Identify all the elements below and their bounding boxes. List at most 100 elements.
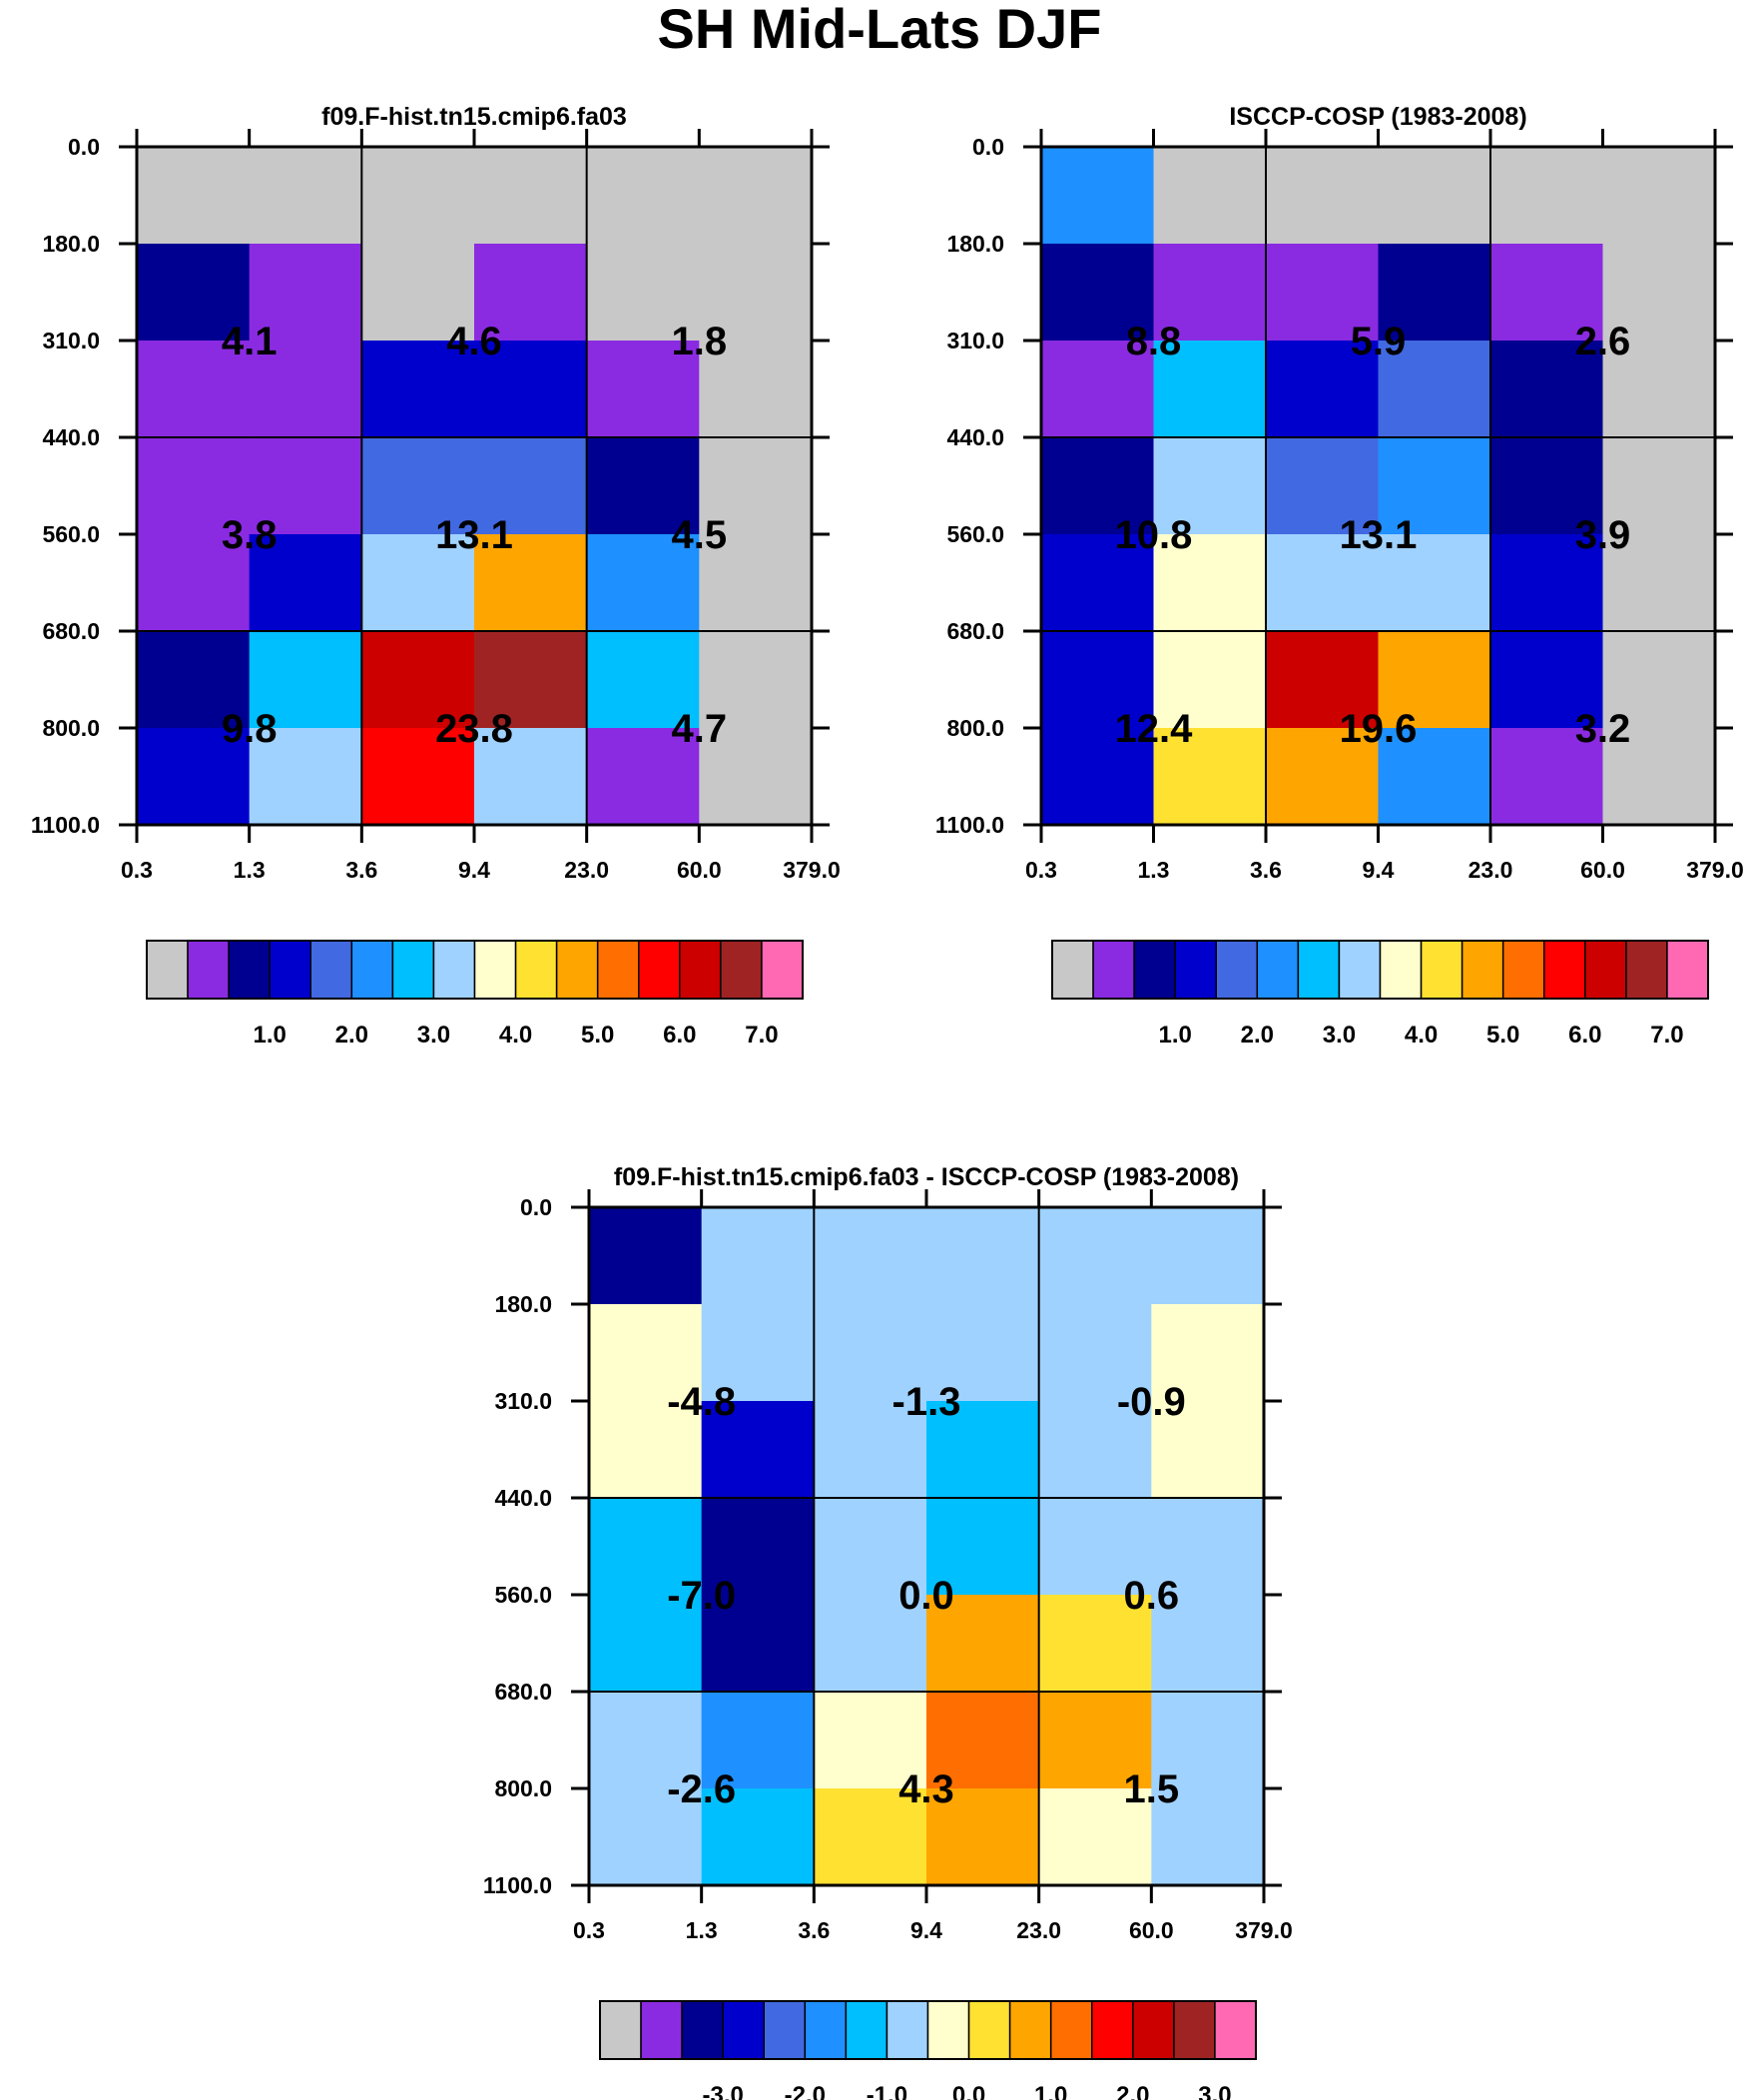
box-value-label: -2.6 (667, 1767, 736, 1811)
colorbar-swatch (1092, 940, 1135, 1000)
box-value-label: 0.0 (898, 1574, 954, 1618)
heatmap-cell (1041, 728, 1155, 826)
heatmap-cell (586, 437, 700, 535)
heatmap-cell (589, 1401, 703, 1499)
heatmap-cell (1490, 534, 1604, 632)
heatmap-cell (926, 1207, 1040, 1305)
heatmap-cell (1038, 1498, 1152, 1596)
colorbar-swatch (473, 940, 517, 1000)
heatmap-cell (1038, 1788, 1152, 1886)
colorbar-swatch (599, 2000, 642, 2060)
x-tick-label: 60.0 (1580, 857, 1625, 883)
heatmap-cell (814, 1401, 927, 1499)
heatmap-cell (1602, 728, 1716, 826)
colorbar-swatch (1173, 2000, 1216, 2060)
box-value-label: 4.1 (222, 320, 278, 363)
x-tick-label: 3.6 (1250, 857, 1282, 883)
colorbar-label: 1.0 (254, 1022, 287, 1049)
y-tick-label: 800.0 (42, 715, 100, 741)
heatmap-cell (137, 534, 251, 632)
panel-title: ISCCP-COSP (1983-2008) (1229, 103, 1526, 131)
box-value-label: 19.6 (1340, 707, 1418, 751)
colorbar-label: -2.0 (785, 2082, 826, 2100)
colorbar-swatch (1625, 940, 1668, 1000)
heatmap-cell (1266, 631, 1380, 729)
colorbar-swatch (845, 2000, 888, 2060)
heatmap-cell (361, 534, 475, 632)
colorbar-label: 7.0 (1650, 1022, 1683, 1049)
colorbar-swatch (555, 940, 599, 1000)
heatmap-cell (1490, 631, 1604, 729)
colorbar-swatch (681, 2000, 724, 2060)
heatmap-cell (361, 631, 475, 729)
y-tick-label: 680.0 (494, 1679, 552, 1705)
heatmap-cell (249, 244, 362, 342)
heatmap-cell (1153, 244, 1267, 342)
heatmap-cell (701, 1304, 815, 1402)
y-tick-label: 800.0 (494, 1775, 552, 1801)
heatmap-cell (1602, 341, 1716, 438)
heatmap-cell (1041, 244, 1155, 342)
heatmap-cell (1266, 244, 1380, 342)
heatmap-cell (586, 341, 700, 438)
x-tick-label: 23.0 (1468, 857, 1513, 883)
colorbar-label: 1.0 (1159, 1022, 1192, 1049)
x-tick-label: 60.0 (1129, 1917, 1174, 1943)
heatmap-cell (1378, 631, 1491, 729)
heatmap-cell (249, 631, 362, 729)
colorbar-frame (599, 2000, 1257, 2060)
heatmap-cell (586, 631, 700, 729)
heatmap-cell (1153, 437, 1267, 535)
colorbar: 1.0 2.0 3.0 4.0 5.0 6.0 7.0 (1051, 940, 1709, 1049)
colorbar-label: 1.0 (1034, 2082, 1067, 2100)
colorbar-swatch (187, 940, 230, 1000)
x-tick-label: 9.4 (458, 857, 490, 883)
heatmap-cell (1038, 1207, 1152, 1305)
colorbar-swatch (722, 2000, 765, 2060)
colorbar-label: 4.0 (1405, 1022, 1438, 1049)
heatmap-cell (1490, 341, 1604, 438)
colorbar-swatch (1256, 940, 1300, 1000)
colorbar-swatch (638, 940, 681, 1000)
colorbar-label: 7.0 (745, 1022, 778, 1049)
x-tick-label: 23.0 (1016, 1917, 1061, 1943)
y-tick-label: 1100.0 (483, 1872, 552, 1898)
heatmap-cell (1041, 437, 1155, 535)
panel-3: f09.F-hist.tn15.cmip6.fa03 - ISCCP-COSP … (483, 1163, 1293, 2100)
y-tick-label: 0.0 (972, 134, 1004, 160)
heatmap-cell (814, 1788, 927, 1886)
heatmap-cell (1602, 534, 1716, 632)
box-value-label: 3.9 (1575, 513, 1631, 557)
box-value-label: 0.6 (1124, 1574, 1180, 1618)
colorbar-label: 3.0 (1323, 1022, 1356, 1049)
colorbar-swatch (1091, 2000, 1134, 2060)
x-tick-label: 9.4 (910, 1917, 942, 1943)
colorbar-swatch (1584, 940, 1627, 1000)
colorbar-swatch (1379, 940, 1423, 1000)
colorbar-swatch (720, 940, 763, 1000)
heatmap-cell (1266, 728, 1380, 826)
box-value-label: 4.7 (672, 707, 728, 751)
heatmap-cell (1151, 1788, 1265, 1886)
colorbar-swatch (596, 940, 640, 1000)
heatmap-cell (1151, 1207, 1265, 1305)
y-tick-label: 560.0 (494, 1582, 552, 1608)
heatmap-cell (699, 341, 813, 438)
colorbar-label: 2.0 (335, 1022, 368, 1049)
heatmap-cell (1266, 534, 1380, 632)
heatmap-cell (249, 728, 362, 826)
colorbar-label: -1.0 (867, 2082, 907, 2100)
box-value-label: -7.0 (667, 1574, 736, 1618)
colorbar-swatch (885, 2000, 929, 2060)
colorbar-label: 5.0 (581, 1022, 614, 1049)
heatmap-cell (1490, 437, 1604, 535)
box-value-label: -4.8 (667, 1380, 736, 1424)
heatmap-cell (1153, 728, 1267, 826)
panel-1: f09.F-hist.tn15.cmip6.fa03 0.0 180.0 310.0 4… (31, 103, 841, 1049)
y-tick-label: 0.0 (68, 134, 100, 160)
heatmap-cell (249, 437, 362, 535)
heatmap-cell (361, 147, 475, 245)
colorbar-swatch (763, 2000, 807, 2060)
colorbar-swatch (1133, 940, 1176, 1000)
heatmap-cell (1153, 341, 1267, 438)
